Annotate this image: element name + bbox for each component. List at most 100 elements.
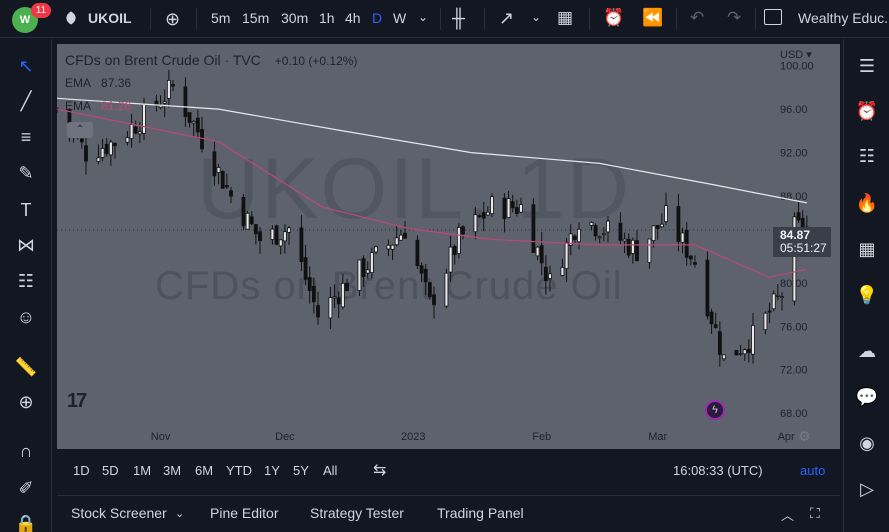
candle-body: [539, 245, 544, 264]
tab-pine-editor[interactable]: Pine Editor: [210, 505, 279, 521]
currency-selector[interactable]: USD ▾: [780, 49, 812, 61]
range-1y[interactable]: 1Y: [264, 463, 280, 478]
watchlist-icon[interactable]: ☰: [858, 55, 876, 76]
magnet-icon[interactable]: ∩: [19, 440, 33, 461]
chart-legend-title[interactable]: CFDs on Brent Crude Oil · TVC +0.10 (+0.…: [65, 52, 357, 68]
price-tick-label: 92.00: [780, 148, 808, 160]
account-name[interactable]: Wealthy Educ...: [798, 10, 889, 26]
chat-icon[interactable]: 💬: [855, 386, 879, 407]
undo-icon[interactable]: ↶: [690, 8, 705, 27]
emoji-icon[interactable]: ☺: [16, 306, 36, 327]
timeframe-1h[interactable]: 1h: [319, 10, 335, 26]
timeframe-d[interactable]: D: [372, 10, 383, 26]
time-tick-label: Feb: [532, 431, 551, 443]
streams-icon[interactable]: ☁: [858, 340, 876, 361]
calendar-icon[interactable]: ▦: [858, 238, 876, 259]
divider: [676, 8, 677, 30]
candle-body: [171, 84, 175, 87]
chart-pane[interactable]: UKOIL, 1D CFDs on Brent Crude Oil 100.00…: [57, 44, 840, 449]
collapse-panel-icon[interactable]: ︿: [781, 508, 795, 523]
zoom-icon[interactable]: ⊕: [18, 391, 34, 412]
candle-body: [96, 157, 101, 162]
lock-drawing-icon[interactable]: ✐: [18, 477, 34, 498]
chevron-down-icon[interactable]: ⌄: [175, 508, 185, 520]
candle-body: [187, 112, 192, 123]
broadcast-icon[interactable]: ◉: [859, 432, 875, 453]
date-range-icon[interactable]: ⇆: [373, 462, 387, 479]
candle-body: [357, 259, 362, 291]
candle-body: [332, 296, 337, 299]
candle-body: [626, 238, 631, 256]
range-1d[interactable]: 1D: [73, 463, 90, 478]
trend-line-icon[interactable]: ╱: [20, 90, 32, 111]
bar-countdown: 05:51:27: [780, 241, 827, 255]
replay-icon[interactable]: ⏪: [642, 8, 664, 27]
range-1m[interactable]: 1M: [133, 463, 152, 478]
timeframe-15m[interactable]: 15m: [242, 10, 270, 26]
alarm-icon[interactable]: ⏰: [855, 100, 879, 121]
lightning-icon[interactable]: ϟ: [705, 400, 725, 420]
ruler-icon[interactable]: 📏: [14, 356, 38, 377]
candles-icon[interactable]: ╫: [452, 8, 465, 28]
tab-strategy-tester[interactable]: Strategy Tester: [310, 505, 404, 521]
candle-body: [125, 137, 130, 143]
chevron-down-icon[interactable]: ⌄: [531, 10, 542, 24]
hotlists-icon[interactable]: 🔥: [855, 192, 879, 213]
candle-body: [229, 190, 233, 197]
alert-icon[interactable]: ⏰: [603, 8, 625, 27]
timeframe-w[interactable]: W: [393, 10, 407, 26]
range-3m[interactable]: 3M: [163, 463, 182, 478]
data-window-icon[interactable]: ☷: [858, 145, 876, 166]
layouts-icon[interactable]: ▦: [557, 8, 574, 27]
add-compare-icon[interactable]: ⊕: [165, 9, 181, 29]
brush-icon[interactable]: ✎: [18, 162, 34, 183]
text-icon[interactable]: T: [20, 199, 32, 220]
candle-body: [316, 305, 320, 318]
clock[interactable]: 16:08:33 (UTC): [673, 463, 763, 478]
range-6m[interactable]: 6M: [195, 463, 214, 478]
price-tick-label: 96.00: [780, 104, 808, 116]
lock-icon[interactable]: 🔒: [14, 513, 38, 532]
candle-body: [572, 235, 577, 241]
instrument-title: CFDs on Brent Crude Oil · TVC: [65, 52, 261, 68]
symbol-search[interactable]: UKOIL: [63, 10, 132, 26]
candle-body: [560, 267, 565, 276]
pattern-icon[interactable]: ⋈: [17, 234, 35, 255]
candle-body: [299, 227, 304, 262]
candle-body: [705, 259, 710, 317]
timeframe-5m[interactable]: 5m: [211, 10, 231, 26]
timeframe-30m[interactable]: 30m: [281, 10, 309, 26]
tab-stock-screener[interactable]: Stock Screener: [71, 505, 167, 521]
prediction-icon[interactable]: ☷: [17, 270, 35, 291]
chevron-down-icon[interactable]: ⌄: [418, 10, 429, 24]
maximize-panel-icon[interactable]: ⛶: [810, 505, 820, 521]
gear-icon[interactable]: ⚙: [798, 428, 811, 444]
cursor-icon[interactable]: ↖: [18, 55, 34, 76]
timeframe-4h[interactable]: 4h: [345, 10, 361, 26]
auto-scale-toggle[interactable]: auto: [800, 463, 826, 478]
candle-body: [448, 246, 453, 273]
candle-body: [564, 241, 569, 269]
redo-icon[interactable]: ↷: [727, 8, 742, 27]
range-5d[interactable]: 5D: [102, 463, 119, 478]
price-chart[interactable]: 100.0096.0092.0088.0084.0080.0076.0072.0…: [57, 44, 840, 449]
collapse-legend-button[interactable]: ⌃: [67, 122, 93, 138]
layout-checkbox-icon[interactable]: [764, 9, 782, 25]
candle-body: [763, 312, 768, 331]
tab-trading-panel[interactable]: Trading Panel: [437, 505, 524, 521]
time-tick-label: Mar: [648, 431, 667, 443]
range-5y[interactable]: 5Y: [293, 463, 309, 478]
candle-body: [577, 228, 581, 243]
candle-body: [635, 240, 639, 262]
fib-icon[interactable]: ≡: [20, 126, 32, 147]
ema-fast-legend[interactable]: EMA 81.26: [65, 99, 131, 113]
ideas-icon[interactable]: 💡: [855, 284, 879, 305]
notification-badge: 11: [31, 3, 51, 18]
indicators-icon[interactable]: ↗: [499, 8, 515, 28]
range-all[interactable]: All: [323, 463, 338, 478]
divider: [440, 8, 441, 30]
ema-slow-legend[interactable]: EMA 87.36: [65, 76, 131, 90]
candle-body: [133, 126, 138, 134]
range-ytd[interactable]: YTD: [226, 463, 252, 478]
play-icon[interactable]: ▷: [860, 478, 874, 499]
